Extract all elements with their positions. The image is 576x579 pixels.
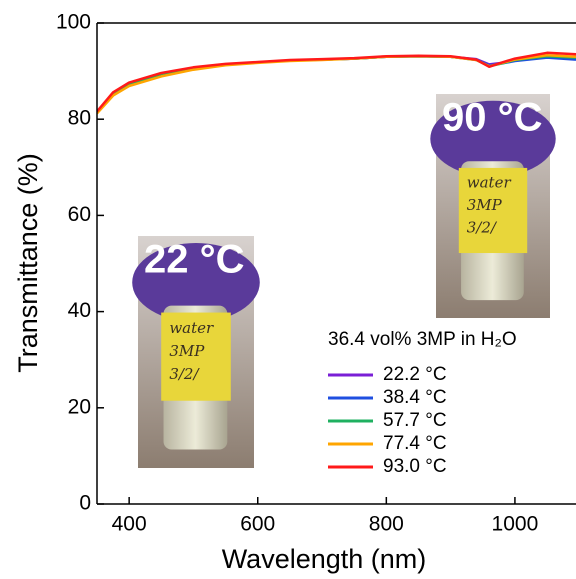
vial-note: water <box>169 319 214 337</box>
photos: 22 °C water 3MP 3/2/90 °C water 3MP 3/2/ <box>132 94 556 468</box>
legend-label: 77.4 °C <box>383 433 447 454</box>
x-tick-label: 600 <box>240 513 275 536</box>
vial-note: water <box>467 174 512 192</box>
legend: 36.4 vol% 3MP in H₂O 22.2 °C38.4 °C57.7 °… <box>328 329 517 477</box>
vial-note: 3MP <box>467 196 503 214</box>
legend-label: 57.7 °C <box>383 410 447 431</box>
vial-note: 3/2/ <box>169 365 200 383</box>
x-tick-label: 1000 <box>492 513 539 536</box>
x-tick-label: 400 <box>112 513 147 536</box>
legend-label: 38.4 °C <box>383 387 447 408</box>
y-tick-label: 80 <box>68 107 91 130</box>
y-tick-label: 20 <box>68 395 91 418</box>
y-tick-label: 40 <box>68 299 91 322</box>
y-tick-label: 60 <box>68 203 91 226</box>
photo-label: 22 °C <box>144 238 245 282</box>
vial-note: 3MP <box>169 342 205 360</box>
legend-label: 22.2 °C <box>383 364 447 385</box>
y-tick-label: 0 <box>79 492 91 515</box>
legend-title: 36.4 vol% 3MP in H₂O <box>328 329 517 350</box>
x-axis-label: Wavelength (nm) <box>222 544 427 574</box>
photo-label: 90 °C <box>442 96 543 140</box>
y-axis-label: Transmittance (%) <box>13 153 43 373</box>
vial-note: 3/2/ <box>467 218 498 236</box>
legend-label: 93.0 °C <box>383 456 447 477</box>
chart: Wavelength (nm) Transmittance (%) 22 °C w… <box>0 0 576 579</box>
y-tick-label: 100 <box>56 11 91 34</box>
x-tick-label: 800 <box>369 513 404 536</box>
